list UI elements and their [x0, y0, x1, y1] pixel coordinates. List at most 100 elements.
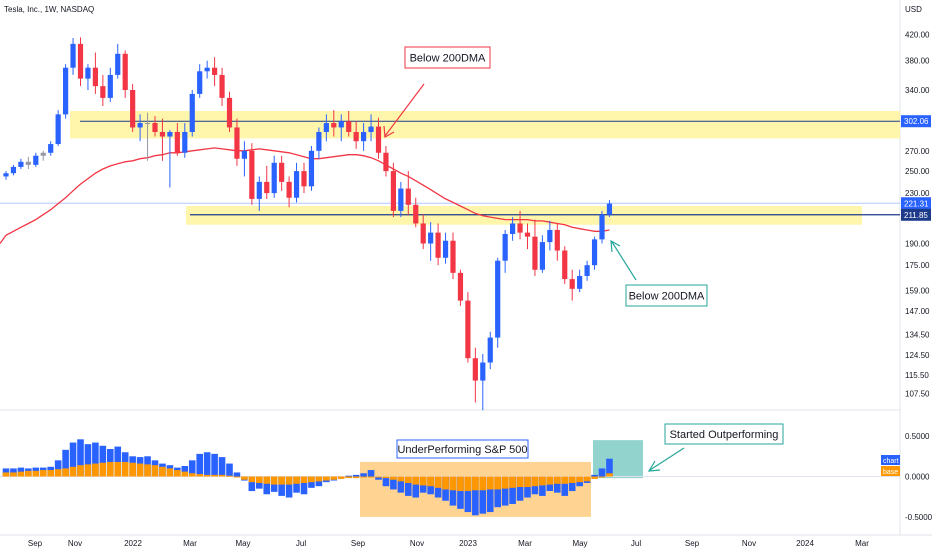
rel-bar-orange [211, 474, 218, 477]
rel-bar-orange [196, 474, 203, 477]
rel-bar-blue [412, 476, 420, 498]
candle-body [524, 232, 531, 237]
rel-bar-blue [278, 476, 285, 496]
rel-bar-orange [308, 476, 315, 483]
price-tick-label: 124.50 [905, 351, 930, 360]
rel-bar-orange [129, 462, 136, 477]
candle-body [599, 214, 605, 240]
rel-bar-orange [121, 461, 129, 477]
candle-body [591, 239, 598, 266]
rel-bar-orange [598, 476, 606, 478]
badge-base [881, 466, 900, 476]
rel-bar-orange [107, 461, 114, 477]
candle-body [323, 123, 329, 132]
candle-body [219, 74, 225, 98]
rel-bar-orange [151, 465, 159, 477]
x-tick-label: May [572, 539, 587, 548]
candle-body [264, 181, 270, 194]
candle-body [152, 123, 158, 132]
rel-bar-orange [278, 476, 285, 485]
rel-bar-orange [434, 476, 442, 488]
rel-bar-orange [248, 476, 256, 483]
below-200dma-bottom-text: Below 200DMA [629, 291, 705, 303]
rel-bar-orange [99, 462, 107, 477]
rel-bar-orange [25, 470, 32, 477]
rel-bar-blue [188, 460, 196, 477]
rel-bar-orange [352, 476, 360, 479]
price-badge-label: 302.06 [904, 117, 929, 126]
rel-bar-blue [516, 476, 524, 501]
rel-bar-blue [114, 446, 122, 477]
arrow-teal2-head [647, 460, 661, 472]
rel-bar-blue [382, 476, 390, 487]
rel-bar-blue [360, 473, 367, 477]
rel-bar-orange [323, 476, 330, 481]
rel-bar-blue [92, 442, 99, 477]
x-tick-label: 2022 [124, 539, 142, 548]
rel-bar-blue [300, 476, 308, 495]
rel-bar-blue [62, 449, 69, 477]
rel-tick-label: 0.5000 [905, 432, 930, 441]
candle-body [70, 43, 76, 68]
price-badge-label: 211.85 [904, 211, 928, 220]
candle-body [562, 250, 568, 280]
price-tick-label: 147.00 [905, 307, 930, 316]
price-badge-label: 221.31 [904, 199, 929, 208]
rel-bar-orange [293, 476, 300, 484]
started-outperforming-box [664, 423, 784, 445]
rel-bar-orange [285, 476, 293, 485]
rel-bar-orange [114, 461, 122, 477]
x-tick-label: Jul [296, 539, 306, 548]
x-tick-label: Sep [351, 539, 366, 548]
candle-body [539, 242, 545, 270]
candle-body [569, 279, 575, 289]
rel-bar-orange [241, 476, 248, 480]
candle-body [495, 260, 501, 338]
candle-body [10, 166, 17, 174]
rel-bar-blue [99, 445, 107, 477]
rel-bar-blue [457, 476, 464, 509]
rel-bar-blue [293, 476, 300, 493]
underperforming-text: UnderPerforming S&P 500 [397, 444, 527, 456]
candle-body [293, 171, 300, 198]
arrow-red-line [384, 83, 425, 137]
rel-bar-blue [84, 444, 92, 477]
underperforming-box [396, 439, 529, 459]
rel-bar-blue [2, 468, 10, 477]
rel-bar-orange [360, 476, 367, 478]
rel-bar-blue [554, 476, 561, 493]
rel-bar-orange [92, 463, 99, 477]
candle-body [167, 131, 173, 137]
x-tick-label: 2023 [459, 539, 477, 548]
candle-body [510, 223, 516, 234]
rel-bar-blue [263, 476, 271, 495]
rel-bar-blue [397, 476, 405, 493]
rel-bar-orange [576, 476, 583, 483]
rel-bar-orange [2, 472, 10, 477]
rel-bar-orange [218, 474, 226, 477]
rel-bar-blue [509, 476, 516, 504]
candle-body [77, 43, 84, 79]
arrow-teal-line [611, 241, 637, 281]
chart-title: Tesla, Inc., 1W, NASDAQ [4, 5, 94, 14]
x-tick-label: Nov [410, 539, 424, 548]
candle-body [316, 131, 322, 151]
rel-bar-blue [390, 476, 397, 490]
rel-bar-orange [479, 476, 487, 491]
candle-body [606, 203, 613, 215]
rel-bar-blue [352, 474, 360, 477]
rel-tick-label: 0.0000 [905, 473, 930, 482]
candle-body [308, 150, 315, 187]
candles [3, 37, 613, 411]
price-tick-label: 380.00 [905, 57, 930, 66]
candle-body [331, 123, 337, 128]
rel-bar-orange [345, 476, 352, 479]
rel-bar-orange [367, 476, 375, 478]
rel-bar-orange [412, 476, 420, 485]
rel-bar-blue [598, 468, 606, 477]
rel-bar-orange [494, 476, 501, 490]
candle-body [301, 171, 307, 187]
candle-body [63, 67, 69, 115]
rel-bar-orange [263, 476, 271, 484]
